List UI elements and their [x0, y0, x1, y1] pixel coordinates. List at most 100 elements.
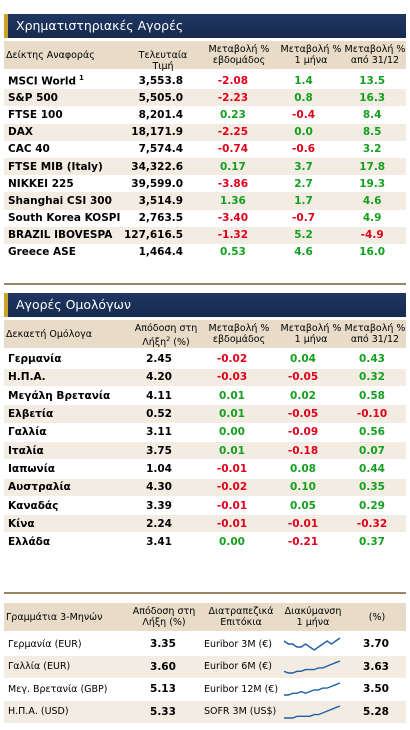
equity-name-text: Shanghai CSI 300	[8, 194, 112, 207]
equity-name: Shanghai CSI 300	[4, 192, 124, 209]
interbank-rate-value: 3.70	[363, 638, 389, 651]
bonds-col-month-l1: Μεταβολή %	[280, 323, 342, 334]
equity-price: 18,171.9	[131, 126, 184, 139]
equity-ytd-change: 13.5	[359, 74, 386, 87]
bill-yield: 3.60	[150, 660, 176, 673]
bond-month-change: -0.09	[268, 423, 338, 442]
equity-week-change: 0.53	[219, 246, 246, 259]
bond-ytd-change: -0.32	[338, 514, 406, 534]
bonds-col-yield-l2: Λήξη2 (%)	[142, 335, 190, 349]
bond-ytd-change: -0.10	[338, 404, 406, 424]
bond-row: Γερμανία 2.45 -0.02 0.04 0.43	[4, 350, 406, 369]
equity-price: 8,201.4	[138, 108, 184, 121]
bills-col-name: Γραμμάτια 3-Μηνών	[6, 612, 103, 623]
equity-name: Greece ASE	[4, 244, 124, 261]
equity-price: 3,553.8	[138, 74, 184, 87]
equity-name-text: NIKKEI 225	[8, 177, 74, 190]
bond-week-change: 0.00	[196, 423, 268, 442]
trend-line	[284, 682, 341, 696]
bond-country: Η.Π.Α.	[4, 368, 124, 388]
equity-ytd-change: 8.5	[362, 126, 382, 139]
equity-price: 39,599.0	[131, 177, 184, 190]
bond-week-change: 0.01	[196, 441, 268, 461]
equity-month-change: 2.7	[294, 177, 313, 190]
equity-price: 2,763.5	[138, 212, 184, 225]
bond-ytd-change: 0.32	[338, 368, 406, 388]
equity-week-change: 1.36	[219, 194, 246, 207]
equity-week-change: -2.25	[217, 126, 249, 139]
equity-week-change: -3.86	[217, 177, 249, 190]
equities-col-ytd-l2: από 31/12	[350, 55, 400, 66]
bond-month-change: 0.04	[268, 350, 338, 369]
bond-week-change: -0.01	[196, 496, 268, 516]
equity-name-text: FTSE MIB (Italy)	[8, 160, 103, 173]
equity-row: DAX 18,171.9 -2.25 0.0 8.5	[4, 123, 406, 141]
bond-country: Αυστραλία	[4, 478, 124, 497]
bond-month-change: -0.21	[268, 532, 338, 552]
equity-row: Greece ASE 1,464.4 0.53 4.6 16.0	[4, 244, 406, 261]
trend-sparkline	[284, 705, 341, 719]
equities-divider	[4, 283, 406, 285]
equity-row: FTSE 100 8,201.4 0.23 -0.4 8.4	[4, 106, 406, 123]
equity-month-change: 0.8	[294, 91, 313, 104]
bond-yield: 2.45	[124, 350, 196, 369]
equity-month-change: -0.6	[292, 143, 316, 156]
trend-sparkline-cell	[278, 633, 346, 656]
trend-line	[284, 705, 341, 719]
equity-name-text: FTSE 100	[8, 108, 63, 121]
bond-ytd-change: 0.37	[338, 532, 406, 552]
bills-col-trend-l1: Διακύμανση	[284, 606, 342, 617]
trend-line	[283, 637, 341, 652]
equity-week-change: -0.74	[217, 143, 249, 156]
bills-col-yield-l2: Λήξη (%)	[142, 617, 186, 628]
equity-ytd-change: -4.9	[360, 229, 384, 242]
equity-price: 5,505.0	[138, 91, 184, 104]
bond-yield: 4.20	[124, 368, 196, 388]
equity-row: MSCI World 1 3,553.8 -2.08 1.4 13.5	[4, 72, 406, 89]
equity-month-change: 1.4	[294, 74, 313, 87]
equity-week-change: 0.17	[219, 160, 246, 173]
bond-month-change: -0.18	[268, 441, 338, 461]
bills-header: Γραμμάτια 3-Μηνών Απόδοση στη Λήξη (%) Δ…	[4, 603, 406, 631]
trend-sparkline	[283, 660, 341, 674]
bill-row: Γαλλία (EUR) 3.60 Euribor 6M (€) 3.63	[4, 655, 406, 679]
bond-country: Ελβετία	[4, 404, 124, 424]
equity-month-change: 5.2	[294, 229, 313, 242]
bill-country: Η.Π.Α. (USD)	[8, 706, 69, 718]
bills-table: Γερμανία (EUR) 3.35 Euribor 3M (€) 3.70 Γαλλ…	[4, 633, 406, 723]
equity-ytd-change: 16.3	[359, 91, 386, 104]
bond-yield: 1.04	[124, 459, 196, 479]
bond-country: Ιαπωνία	[4, 459, 124, 479]
equity-name-text: BRAZIL IBOVESPA	[8, 229, 113, 242]
bond-month-change: 0.02	[268, 386, 338, 406]
trend-sparkline-cell	[278, 656, 346, 679]
bonds-col-week-l2: εβδομάδος	[212, 334, 266, 345]
equity-name: CAC 40	[4, 141, 124, 158]
bills-col-trend-l2: 1 μήνα	[296, 617, 330, 628]
equity-row: FTSE MIB (Italy) 34,322.6 0.17 3.7 17.8	[4, 157, 406, 176]
equity-price: 3,514.9	[138, 194, 184, 207]
equity-row: NIKKEI 225 39,599.0 -3.86 2.7 19.3	[4, 175, 406, 192]
equity-month-change: 1.7	[294, 194, 313, 207]
equity-row: BRAZIL IBOVESPA 127,616.5 -1.32 5.2 -4.9	[4, 226, 406, 244]
interbank-rate-value: 3.50	[363, 683, 389, 696]
equity-name: NIKKEI 225	[4, 175, 124, 192]
interbank-rate-name: SOFR 3M (US$)	[203, 706, 277, 718]
equities-col-week-l1: Μεταβολή %	[208, 44, 270, 55]
equity-name: FTSE 100	[4, 106, 124, 123]
equities-title: Χρηματιστηριακές Αγορές	[4, 14, 406, 38]
bond-month-change: 0.10	[268, 478, 338, 497]
bond-ytd-change: 0.44	[338, 459, 406, 479]
bond-week-change: -0.03	[196, 368, 268, 388]
bonds-col-month-l2: 1 μήνα	[294, 334, 328, 345]
bill-country: Μεγ. Βρετανία (GBP)	[8, 683, 108, 695]
equity-week-change: -3.40	[217, 212, 249, 225]
bond-ytd-change: 0.35	[338, 478, 406, 497]
equity-name-text: CAC 40	[8, 143, 50, 156]
bonds-title: Αγορές Ομολόγων	[4, 293, 406, 317]
trend-sparkline-cell	[278, 678, 346, 701]
bond-ytd-change: 0.56	[338, 423, 406, 442]
trend-sparkline	[284, 682, 341, 696]
bond-week-change: 0.00	[196, 532, 268, 552]
bond-yield: 3.11	[124, 423, 196, 442]
